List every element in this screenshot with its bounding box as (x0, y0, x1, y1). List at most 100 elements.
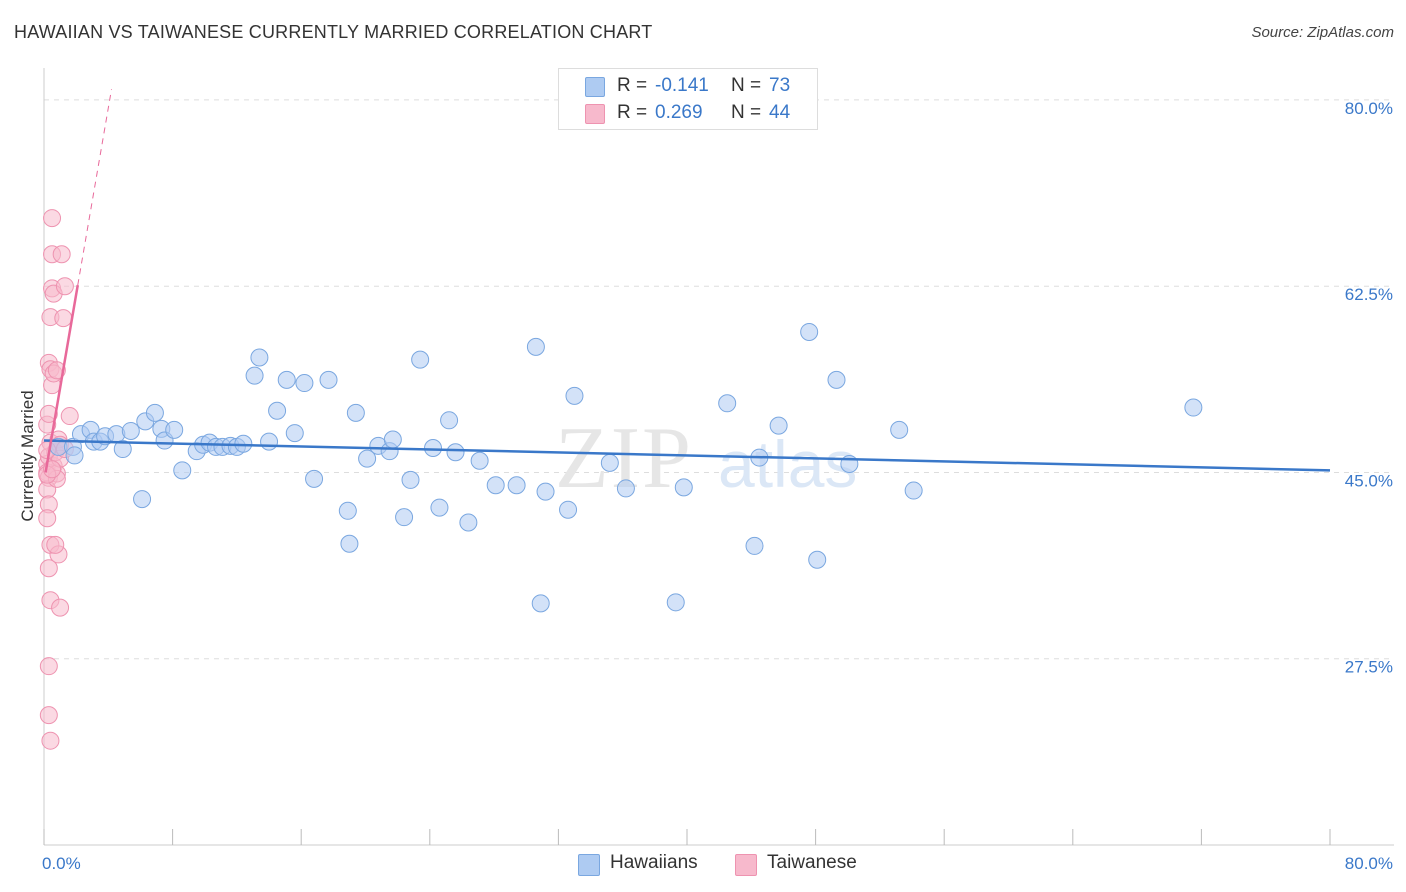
series-swatch-hawaiians (578, 854, 600, 876)
hawaiians-point (234, 434, 253, 453)
hawaiians-point (507, 476, 526, 495)
hawaiians-point (616, 479, 635, 498)
taiwanese-point (38, 509, 57, 528)
taiwanese-point (39, 559, 58, 578)
hawaiians-point (446, 443, 465, 462)
hawaiians-point (383, 430, 402, 449)
hawaiians-point (133, 490, 152, 509)
hawaiians-trend-line (43, 439, 1331, 472)
hawaiians-point (890, 420, 909, 439)
hawaiians-point (800, 322, 819, 341)
legend-r-value-taiwanese: 0.269 (655, 102, 703, 123)
hawaiians-point (600, 453, 619, 472)
watermark-atlas: atlas (718, 427, 857, 501)
hawaiians-point (338, 501, 357, 520)
hawaiians-point (411, 350, 430, 369)
taiwanese-point (39, 706, 58, 725)
hawaiians-point (674, 478, 693, 497)
hawaiians-point (745, 536, 764, 555)
hawaiians-point (424, 438, 443, 457)
taiwanese-points (38, 209, 79, 750)
legend-r-value-hawaiians: -0.141 (655, 75, 709, 96)
zipatlas-watermark: ZIP atlas (555, 410, 857, 507)
hawaiians-point (904, 481, 923, 500)
hawaiians-point (65, 446, 84, 465)
correlation-legend: R = -0.141 N = 73 R = 0.269 N = 44 (558, 68, 818, 130)
taiwanese-point (51, 598, 70, 617)
hawaiians-point (346, 403, 365, 422)
hawaiians-point (470, 451, 489, 470)
y-tick-label: 27.5% (1345, 658, 1393, 677)
hawaiians-point (440, 411, 459, 430)
hawaiians-point (401, 470, 420, 489)
hawaiians-point (430, 498, 449, 517)
y-tick-label: 80.0% (1345, 99, 1393, 118)
hawaiians-point (769, 416, 788, 435)
taiwanese-point (43, 209, 62, 228)
x-axis-tick-labels: 0.0% 80.0% (42, 854, 1393, 873)
hawaiians-point (121, 421, 140, 440)
hawaiians-point (277, 370, 296, 389)
taiwanese-point (54, 309, 73, 328)
hawaiians-point (319, 370, 338, 389)
trend-lines (43, 89, 1331, 473)
y-axis-tick-labels: 80.0% 62.5% 45.0% 27.5% (1345, 99, 1393, 677)
hawaiians-point (808, 550, 827, 569)
legend-n-value-hawaiians: 73 (769, 75, 791, 96)
legend-swatch-taiwanese (585, 104, 605, 124)
taiwanese-point (41, 731, 60, 750)
hawaiians-point (145, 403, 164, 422)
legend-r-label: R = (617, 102, 648, 123)
hawaiians-point (260, 432, 279, 451)
taiwanese-point (55, 277, 74, 296)
hawaiians-point (358, 449, 377, 468)
taiwanese-point (39, 404, 58, 423)
hawaiians-point (285, 424, 304, 443)
legend-r-label: R = (617, 75, 648, 96)
y-tick-label: 62.5% (1345, 285, 1393, 304)
taiwanese-point (60, 407, 79, 426)
hawaiians-point (718, 394, 737, 413)
hawaiians-point (305, 469, 324, 488)
hawaiians-point (459, 513, 478, 532)
y-tick-label: 45.0% (1345, 471, 1393, 490)
x-tick-label-max: 80.0% (1345, 854, 1393, 873)
hawaiians-point (113, 440, 132, 459)
hawaiians-point (1184, 398, 1203, 417)
legend-n-label: N = (731, 75, 762, 96)
hawaiians-point (395, 508, 414, 527)
hawaiians-point (827, 370, 846, 389)
hawaiians-point (245, 366, 264, 385)
taiwanese-trend-line (44, 284, 79, 473)
legend-swatch-hawaiians (585, 77, 605, 97)
hawaiians-point (526, 337, 545, 356)
x-tick-label-min: 0.0% (42, 854, 81, 873)
hawaiians-point (295, 374, 314, 393)
taiwanese-point (46, 535, 65, 554)
x-axis-ticks (43, 829, 1331, 845)
series-name-taiwanese: Taiwanese (767, 852, 857, 873)
legend-n-label: N = (731, 102, 762, 123)
taiwanese-point (39, 657, 58, 676)
hawaiians-point (173, 461, 192, 480)
source-credit: Source: ZipAtlas.com (1251, 24, 1394, 41)
hawaiians-point (559, 500, 578, 519)
hawaiians-point (486, 476, 505, 495)
hawaiians-points (49, 322, 1203, 613)
hawaiians-point (165, 420, 184, 439)
hawaiians-point (268, 401, 287, 420)
y-axis-label: Currently Married (18, 390, 37, 521)
hawaiians-point (666, 593, 685, 612)
hawaiians-point (340, 534, 359, 553)
legend-n-value-taiwanese: 44 (769, 102, 791, 123)
hawaiians-point (531, 594, 550, 613)
taiwanese-trend-extension (77, 89, 113, 286)
hawaiians-point (565, 386, 584, 405)
taiwanese-point (47, 361, 66, 380)
hawaiians-point (250, 348, 269, 367)
series-name-hawaiians: Hawaiians (610, 852, 698, 873)
chart-title: HAWAIIAN VS TAIWANESE CURRENTLY MARRIED … (14, 22, 653, 42)
hawaiians-point (536, 482, 555, 501)
taiwanese-point (52, 245, 71, 264)
